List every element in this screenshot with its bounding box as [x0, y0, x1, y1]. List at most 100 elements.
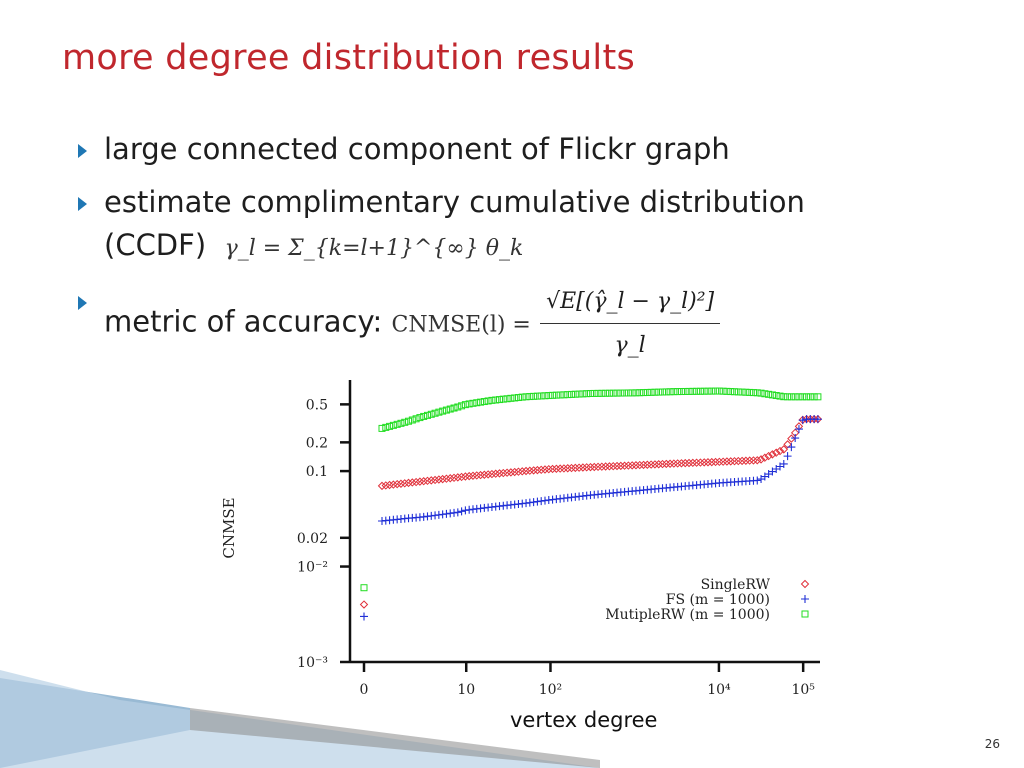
data-point-fs: [801, 595, 809, 603]
data-point-multiplerw: [499, 395, 507, 403]
data-point-multiplerw: [799, 393, 807, 401]
data-point-multiplerw: [416, 414, 424, 422]
data-point-multiplerw: [408, 416, 416, 424]
data-point-multiplerw: [492, 396, 500, 404]
data-point-multiplerw: [765, 390, 773, 398]
data-point-multiplerw: [427, 410, 435, 418]
data-point-multiplerw: [801, 610, 809, 618]
data-point-singlerw: [775, 446, 785, 456]
legend-label: MutipleRW (m = 1000): [605, 607, 770, 623]
y-tick-label: 0.1: [306, 464, 328, 480]
data-point-multiplerw: [803, 393, 811, 401]
data-point-multiplerw: [636, 389, 644, 397]
bullet-arrow-icon: [78, 197, 87, 211]
data-point-singlerw: [476, 470, 485, 480]
bullet-text: metric of accuracy:: [104, 304, 383, 339]
data-point-multiplerw: [401, 418, 409, 426]
data-point-singlerw: [753, 456, 762, 465]
data-point-singlerw: [783, 440, 792, 449]
data-point-singlerw: [673, 459, 682, 468]
data-point-singlerw: [499, 468, 508, 478]
y-tick-label: 0.2: [306, 435, 328, 451]
y-tick-label: 10⁻²: [297, 560, 328, 576]
data-point-singlerw: [718, 457, 728, 466]
data-point-singlerw: [392, 479, 402, 489]
data-point-singlerw: [609, 461, 618, 471]
data-point-singlerw: [646, 460, 656, 469]
data-point-singlerw: [800, 579, 810, 589]
cnmse-lhs: CNMSE(l) =: [391, 312, 531, 338]
data-point-multiplerw: [598, 389, 606, 397]
data-point-singlerw: [715, 457, 724, 467]
data-point-multiplerw: [757, 389, 765, 397]
data-point-multiplerw: [579, 390, 587, 398]
data-point-singlerw: [681, 458, 690, 468]
data-point-singlerw: [586, 462, 595, 472]
data-point-singlerw: [627, 461, 637, 470]
data-point-multiplerw: [397, 419, 405, 427]
data-point-singlerw: [411, 477, 421, 487]
data-point-singlerw: [559, 464, 569, 473]
data-point-singlerw: [703, 458, 713, 467]
data-point-multiplerw: [784, 393, 792, 401]
data-point-multiplerw: [681, 387, 689, 395]
data-point-singlerw: [548, 464, 557, 474]
data-point-fs: [457, 507, 466, 516]
cnmse-fraction: √E[(γ̂_l − γ_l)²] γ_l: [540, 280, 721, 367]
data-point-singlerw: [404, 478, 413, 488]
data-point-singlerw: [601, 462, 610, 471]
data-point-singlerw: [449, 473, 459, 483]
data-point-multiplerw: [484, 397, 492, 405]
data-point-multiplerw: [480, 398, 488, 406]
data-point-singlerw: [521, 466, 531, 476]
page-number: 26: [984, 737, 1000, 751]
data-point-singlerw: [518, 467, 527, 476]
data-point-multiplerw: [545, 392, 553, 400]
data-point-multiplerw: [602, 389, 610, 397]
data-point-fs: [787, 443, 796, 452]
data-point-singlerw: [643, 460, 652, 469]
data-point-singlerw: [510, 467, 519, 477]
data-point-multiplerw: [700, 387, 708, 395]
data-point-singlerw: [605, 462, 614, 471]
data-point-multiplerw: [386, 422, 394, 430]
data-point-singlerw: [483, 470, 493, 479]
data-point-singlerw: [385, 480, 394, 490]
data-point-singlerw: [677, 459, 686, 468]
data-point-multiplerw: [662, 388, 670, 396]
data-point-singlerw: [359, 600, 369, 609]
data-point-multiplerw: [655, 388, 663, 396]
data-point-singlerw: [593, 462, 603, 472]
data-point-singlerw: [514, 467, 523, 476]
data-point-singlerw: [427, 476, 436, 485]
data-point-singlerw: [624, 461, 633, 470]
data-point-singlerw: [749, 456, 758, 465]
data-point-singlerw: [502, 468, 512, 477]
data-point-singlerw: [631, 461, 641, 470]
data-point-multiplerw: [609, 389, 617, 397]
data-point-multiplerw: [586, 389, 594, 397]
y-axis-label: CNMSE: [220, 497, 238, 558]
data-point-singlerw: [726, 457, 735, 466]
data-point-multiplerw: [477, 398, 485, 406]
data-point-multiplerw: [613, 389, 621, 397]
data-point-singlerw: [756, 455, 766, 464]
data-point-singlerw: [563, 464, 572, 473]
data-point-multiplerw: [749, 389, 757, 397]
data-point-singlerw: [396, 479, 406, 488]
data-point-singlerw: [525, 466, 535, 475]
data-point-singlerw: [487, 469, 497, 479]
data-point-fs: [791, 434, 800, 443]
data-point-singlerw: [555, 464, 565, 473]
data-point-multiplerw: [473, 399, 481, 407]
data-point-multiplerw: [423, 411, 431, 419]
data-point-multiplerw: [583, 390, 591, 398]
data-point-multiplerw: [632, 389, 640, 397]
data-point-singlerw: [381, 481, 390, 490]
data-point-singlerw: [457, 472, 466, 482]
data-point-multiplerw: [666, 388, 674, 396]
data-point-multiplerw: [564, 391, 572, 399]
data-point-multiplerw: [382, 423, 390, 431]
data-point-singlerw: [434, 475, 444, 484]
data-point-fs: [779, 459, 788, 468]
